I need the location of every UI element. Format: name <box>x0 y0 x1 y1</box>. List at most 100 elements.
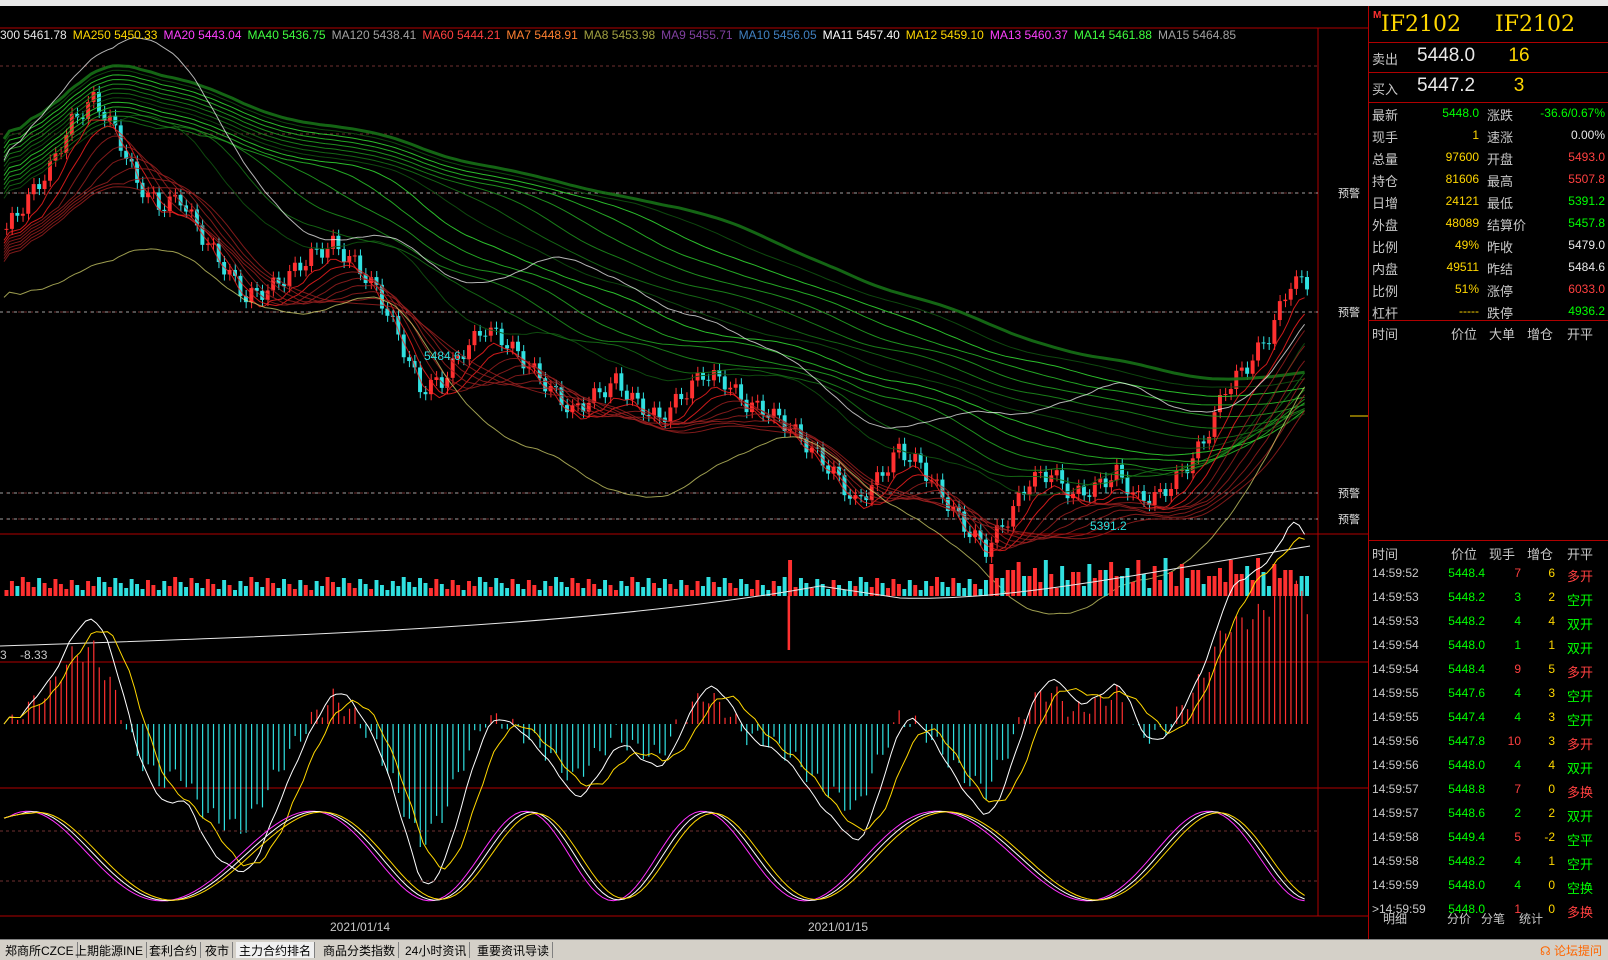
volume-bar <box>1234 574 1239 596</box>
candle-body <box>668 407 673 422</box>
forum-link[interactable]: ☊ 论坛提问 <box>1540 942 1602 959</box>
candle-body <box>1016 491 1021 507</box>
tick-row: 14:59:53 5448.2 3 2 空开 <box>1369 586 1608 610</box>
volume-bar <box>75 585 80 596</box>
ma-line-red <box>3 146 1305 547</box>
volume-bar <box>603 580 608 596</box>
volume-bar <box>1207 576 1212 596</box>
candle-body <box>1130 492 1135 495</box>
tick-type: 双开 <box>1567 761 1594 776</box>
volume-bar <box>521 589 526 596</box>
tick-row: 14:59:54 5448.0 1 1 双开 <box>1369 634 1608 658</box>
kdj-line <box>3 810 1305 902</box>
kdj-line <box>3 810 1305 902</box>
tick-time: 14:59:57 <box>1372 782 1419 796</box>
date-label: 2021/01/14 <box>330 920 390 934</box>
candle-body <box>853 495 858 499</box>
panel-tab[interactable]: 分笔 <box>1481 912 1506 926</box>
volume-bar <box>48 588 52 596</box>
info-value: 0.00% <box>1570 128 1605 142</box>
volume-bar <box>701 586 705 596</box>
volume-bar <box>390 581 395 596</box>
panel-tab[interactable]: 分价 <box>1447 912 1472 926</box>
candle-body <box>1283 299 1288 302</box>
tick-time: 14:59:54 <box>1372 638 1419 652</box>
candle-body <box>1299 276 1304 278</box>
bottom-tab[interactable]: 夜市 <box>202 942 234 958</box>
candle-body <box>804 438 809 453</box>
window-top-strip <box>0 0 1608 6</box>
candle-body <box>918 453 923 463</box>
bottom-tab[interactable]: 重要资讯导读 <box>474 942 554 958</box>
chart-area[interactable]: 预警 预警 预警 预警 5484.6 5391.2 2021/01/14 2021/01/15… <box>0 6 1368 939</box>
candle-body <box>467 345 471 360</box>
tick-type: 空开 <box>1567 857 1594 872</box>
candle-body <box>1152 492 1157 506</box>
candle-body <box>156 192 161 210</box>
volume-bar <box>1223 582 1228 596</box>
candle-body <box>733 384 738 388</box>
ma-line-red <box>3 156 1305 544</box>
volume-bar <box>233 590 237 596</box>
symbol-name-right[interactable]: IF2102 <box>1495 12 1575 37</box>
info-value: 5493.0 <box>1568 150 1605 164</box>
macd-line <box>3 537 1305 870</box>
candle-body <box>1054 470 1059 476</box>
ma-legend-item: MA40 5436.75 <box>247 28 326 42</box>
candle-body <box>728 387 733 390</box>
volume-bar <box>352 588 357 596</box>
symbol-name-left[interactable]: IF2102 <box>1381 12 1461 37</box>
volume-bar <box>298 580 303 596</box>
info-value: -36.6/0.67% <box>1540 106 1605 120</box>
tick-header-oc: 开平 <box>1567 547 1594 562</box>
tick-type: 多换 <box>1567 905 1594 920</box>
info-label: 昨结 <box>1487 262 1514 277</box>
volume-bar <box>418 578 423 596</box>
bottom-tab[interactable]: 主力合约排名 <box>236 942 316 958</box>
volume-bar <box>994 578 999 596</box>
tick-row: 14:59:52 5448.4 7 6 多开 <box>1369 562 1608 586</box>
tick-volume: 4 <box>1514 614 1521 628</box>
bottom-tab[interactable]: 上期能源INE <box>72 942 148 958</box>
info-row: 杠杆 ----- 跌停 4936.2 <box>1369 300 1608 322</box>
bottom-tab[interactable]: 套利合约 <box>146 942 202 958</box>
date-label: 2021/01/15 <box>808 920 868 934</box>
volume-bar <box>1147 588 1152 596</box>
candle-body <box>1060 470 1065 484</box>
ma-line-red <box>3 119 1305 554</box>
volume-bar <box>510 579 515 596</box>
bottom-tab[interactable]: 24小时资讯 <box>402 942 471 958</box>
volume-bar <box>363 584 368 596</box>
volume-bar <box>690 590 695 596</box>
tick-list[interactable]: 14:59:52 5448.4 7 6 多开 14:59:53 5448.2 3 2 空开 14:5… <box>1369 562 1608 922</box>
volume-bar <box>194 583 199 596</box>
headset-icon: ☊ <box>1539 944 1551 958</box>
panel-tab[interactable]: 统计 <box>1519 912 1544 926</box>
candle-body <box>815 447 820 449</box>
volume-bar <box>477 577 482 596</box>
panel-tab[interactable]: 明细 <box>1383 912 1408 926</box>
volume-bar <box>1239 574 1244 596</box>
tick-volume: 1 <box>1514 902 1521 916</box>
tick-volume: 4 <box>1514 854 1521 868</box>
sell-volume: 16 <box>1508 45 1530 66</box>
candle-body <box>396 315 401 335</box>
volume-bar <box>548 586 553 596</box>
candle-body <box>401 334 406 358</box>
info-row: 持仓 81606 最高 5507.8 <box>1369 168 1608 190</box>
volume-bar <box>140 589 145 596</box>
quote-panel: M IF2102 IF2102 卖出 5448.0 16 买入 5447.2 3… <box>1368 6 1608 939</box>
volume-bar <box>385 590 390 596</box>
candle-body <box>107 115 112 121</box>
volume-bar <box>129 579 134 596</box>
candle-body <box>706 379 711 381</box>
candle-body <box>4 228 9 230</box>
volume-bar <box>1305 576 1309 596</box>
band-line <box>3 248 1306 615</box>
tick-price: 5447.6 <box>1448 686 1485 700</box>
bottom-tab[interactable]: 郑商所CZCE <box>2 942 78 958</box>
volume-bar <box>26 582 31 596</box>
tick-time: >14:59:59 <box>1372 902 1426 916</box>
bottom-tab[interactable]: 商品分类指数 <box>320 942 400 958</box>
